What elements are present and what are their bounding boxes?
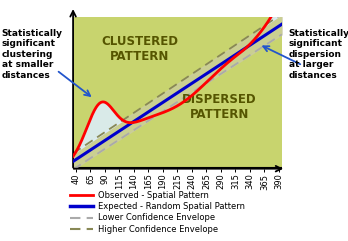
Legend: Observed - Spatial Pattern, Expected - Random Spatial Pattern, Lower Confidence : Observed - Spatial Pattern, Expected - R… [67, 188, 248, 237]
Text: Statistically
significant
clustering
at smaller
distances: Statistically significant clustering at … [2, 29, 63, 80]
Text: Statistically
significant
dispersion
at larger
distances: Statistically significant dispersion at … [289, 29, 348, 80]
Text: DISPERSED
PATTERN: DISPERSED PATTERN [182, 93, 256, 121]
Text: CLUSTERED
PATTERN: CLUSTERED PATTERN [101, 35, 179, 63]
